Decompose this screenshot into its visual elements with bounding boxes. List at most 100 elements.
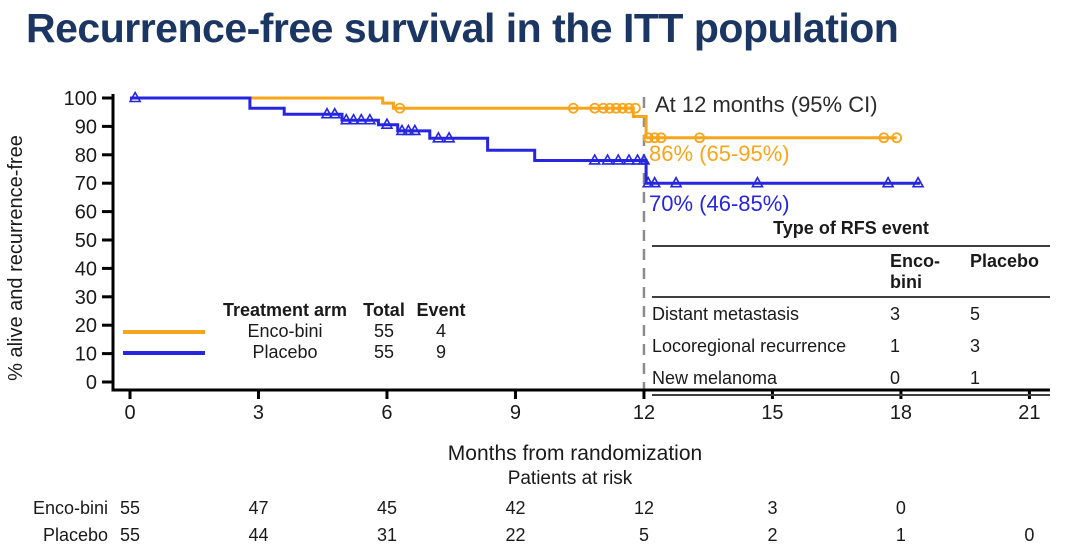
censor-triangle-placebo: [395, 123, 409, 136]
censor-circle-enco-bini: [394, 102, 406, 114]
risk-value-enco-bini: 45: [377, 498, 397, 518]
rfs-value: 3: [890, 304, 901, 324]
legend-event-encobini: 4: [435, 321, 446, 341]
rfs-row-label: Distant metastasis: [652, 304, 800, 324]
censor-triangle-placebo: [320, 107, 334, 119]
legend-header-arm: Treatment arm: [222, 300, 348, 320]
rfs-value: 0: [890, 368, 901, 388]
censor-triangle-placebo: [402, 123, 415, 136]
censor-triangle-placebo: [751, 176, 764, 188]
rfs-value: 1: [970, 368, 981, 388]
legend-header-total: Total: [363, 300, 405, 320]
x-tick-label: 9: [510, 402, 521, 424]
treatment-arm-legend: Treatment arm Total Event Enco-bini 55 4…: [116, 300, 472, 363]
risk-value-enco-bini: 47: [248, 498, 268, 518]
legend-spacer: [116, 300, 212, 321]
legend-swatch-cell: [116, 342, 212, 363]
y-tick-label: 20: [75, 315, 97, 337]
censor-circle-enco-bini: [878, 132, 890, 144]
risk-value-placebo: 5: [639, 525, 649, 545]
censor-triangle-placebo: [328, 107, 342, 119]
censor-triangle-placebo: [128, 90, 142, 103]
y-tick-label: 10: [75, 344, 97, 366]
y-tick-label: 60: [75, 202, 97, 224]
censor-triangle-placebo: [588, 153, 602, 165]
censor-circle-enco-bini: [610, 102, 622, 114]
table-row: New melanoma 0 1: [652, 362, 1050, 395]
rfs-value: 5: [970, 304, 981, 324]
censor-triangle-placebo: [631, 153, 644, 165]
censor-circle-enco-bini: [623, 102, 635, 114]
x-tick-label: 15: [761, 402, 783, 424]
censor-triangle-placebo: [611, 153, 625, 165]
risk-row-label-placebo: Placebo: [43, 525, 108, 545]
censor-triangle-placebo: [601, 153, 614, 165]
risk-value-placebo: 31: [377, 525, 397, 545]
x-tick-label: 0: [124, 402, 135, 424]
page-title: Recurrence-free survival in the ITT popu…: [26, 5, 899, 51]
x-axis-title: Months from randomization: [448, 442, 702, 465]
censor-triangle-placebo: [347, 113, 360, 125]
y-axis-title: % alive and recurrence-free: [5, 135, 27, 381]
rfs-value: 3: [970, 336, 981, 356]
censor-circle-enco-bini: [649, 132, 661, 144]
censor-triangle-placebo: [442, 131, 456, 143]
rfs-col-label: [652, 246, 890, 297]
censor-circle-enco-bini: [891, 132, 903, 144]
censor-circle-enco-bini: [567, 102, 579, 114]
risk-value-enco-bini: 12: [634, 498, 654, 518]
risk-value-placebo: 55: [120, 525, 140, 545]
risk-value-enco-bini: 55: [120, 498, 140, 518]
risk-value-enco-bini: 42: [505, 498, 525, 518]
censor-circle-enco-bini: [617, 102, 628, 114]
risk-value-placebo: 2: [767, 525, 777, 545]
legend-header-event: Event: [416, 300, 466, 320]
legend-total-encobini: 55: [373, 321, 395, 341]
placebo-line-swatch: [123, 350, 205, 355]
censor-circle-enco-bini: [694, 132, 706, 144]
censor-triangle-placebo: [339, 113, 353, 125]
censor-circle-enco-bini: [629, 102, 641, 114]
legend-swatch-cell: [116, 321, 212, 342]
x-tick-label: 21: [1018, 402, 1040, 424]
legend-total-placebo: 55: [373, 342, 395, 362]
censor-triangle-placebo: [641, 176, 655, 188]
y-tick-label: 70: [75, 173, 97, 195]
censor-triangle-placebo: [669, 176, 683, 188]
rfs-row-label: New melanoma: [652, 368, 778, 388]
y-tick-label: 40: [75, 258, 97, 280]
censor-triangle-placebo: [354, 113, 368, 125]
y-tick-label: 0: [86, 372, 97, 394]
table-row: Distant metastasis 3 5: [652, 297, 1050, 330]
risk-value-enco-bini: 0: [896, 498, 906, 518]
annotation-placebo-estimate: 70% (46-85%): [649, 191, 790, 216]
censor-triangle-placebo: [622, 153, 636, 165]
encobini-line-swatch: [123, 329, 205, 334]
censor-triangle-placebo: [637, 153, 651, 165]
x-tick-label: 3: [253, 402, 264, 424]
risk-value-placebo: 0: [1024, 525, 1034, 545]
x-tick-label: 6: [381, 402, 392, 424]
risk-value-enco-bini: 3: [767, 498, 777, 518]
annotation-encobini-estimate: 86% (65-95%): [649, 141, 790, 166]
risk-value-placebo: 1: [896, 525, 906, 545]
rfs-col-encobini: Enco-bini: [890, 251, 941, 292]
table-row: Locoregional recurrence 1 3: [652, 330, 1050, 362]
legend-arm-encobini: Enco-bini: [247, 321, 323, 341]
rfs-table-title: Type of RFS event: [773, 218, 929, 238]
km-curve-enco-bini: [130, 96, 897, 140]
y-tick-label: 30: [75, 287, 97, 309]
legend-arm-placebo: Placebo: [252, 342, 318, 362]
km-curve-placebo: [130, 96, 921, 185]
legend-event-placebo: 9: [435, 342, 446, 362]
y-tick-label: 100: [64, 88, 97, 110]
censor-circle-enco-bini: [604, 102, 616, 114]
patients-at-risk-caption: Patients at risk: [508, 468, 633, 489]
x-tick-label: 18: [890, 402, 912, 424]
rfs-row-label: Locoregional recurrence: [652, 336, 847, 356]
censor-triangle-placebo: [408, 123, 422, 136]
y-tick-label: 50: [75, 230, 97, 252]
risk-value-placebo: 22: [505, 525, 525, 545]
censor-triangle-placebo: [648, 176, 662, 188]
